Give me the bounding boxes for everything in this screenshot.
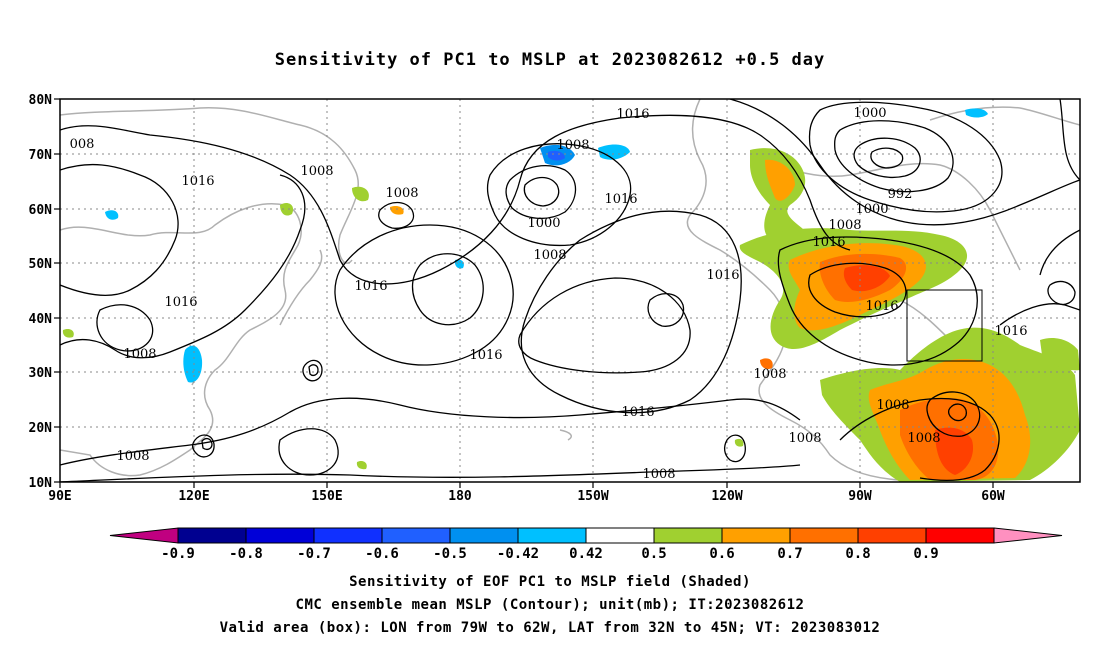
caption-line-3: Valid area (box): LON from 79W to 62W, L… bbox=[219, 620, 881, 636]
colorbar-segment bbox=[721, 527, 791, 544]
contour-label: 1008 bbox=[753, 367, 786, 382]
colorbar-tick-label: -0.5 bbox=[433, 546, 467, 562]
colorbar-tick-label: -0.8 bbox=[229, 546, 263, 562]
lat-label: 60N bbox=[29, 203, 53, 218]
contour-labels: 1016 1008 008 1016 1008 1008 1016 1000 1… bbox=[70, 106, 1028, 482]
lat-label: 20N bbox=[29, 421, 53, 436]
lon-label: 120W bbox=[711, 489, 742, 504]
contour-label: 1016 bbox=[164, 295, 197, 310]
colorbar-tick-label: 0.5 bbox=[641, 546, 666, 562]
axis-ticks bbox=[54, 98, 994, 488]
lon-label: 120E bbox=[178, 489, 209, 504]
colorbar-tick-label: -0.6 bbox=[365, 546, 399, 562]
colorbar-segment bbox=[585, 527, 655, 544]
colorbar-segment bbox=[857, 527, 927, 544]
colorbar-segment bbox=[313, 527, 383, 544]
contour-label: 1016 bbox=[865, 299, 898, 314]
colorbar-tick-label: 0.7 bbox=[777, 546, 802, 562]
lat-label: 30N bbox=[29, 366, 53, 381]
lon-label: 180 bbox=[448, 489, 472, 504]
contour-label: 1000 bbox=[853, 106, 886, 121]
colorbar-segment bbox=[449, 527, 519, 544]
map-title: Sensitivity of PC1 to MSLP at 2023082612… bbox=[274, 50, 826, 70]
contour-label: 1008 bbox=[788, 431, 821, 446]
caption-line-1: Sensitivity of EOF PC1 to MSLP field (Sh… bbox=[349, 574, 751, 590]
contour-label: 1016 bbox=[812, 235, 845, 250]
contour-label: 1016 bbox=[616, 107, 649, 122]
contour-label: 1016 bbox=[994, 324, 1027, 339]
lat-label: 50N bbox=[29, 257, 53, 272]
contour-label: 1016 bbox=[621, 405, 654, 420]
contour-label: 1016 bbox=[469, 348, 502, 363]
contour-label: 1016 bbox=[354, 279, 387, 294]
contour-label: 1000 bbox=[527, 216, 560, 231]
colorbar-segment bbox=[245, 527, 315, 544]
colorbar-segment bbox=[789, 527, 859, 544]
contour-label: 1008 bbox=[533, 248, 566, 263]
lon-label: 90W bbox=[848, 489, 872, 504]
colorbar-tick-label: 0.6 bbox=[709, 546, 734, 562]
colorbar-tick-label: 0.9 bbox=[913, 546, 938, 562]
contour-label: 1008 bbox=[556, 138, 589, 153]
caption-line-2: CMC ensemble mean MSLP (Contour); unit(m… bbox=[295, 597, 805, 613]
lat-label: 10N bbox=[29, 476, 53, 491]
colorbar-low-triangle bbox=[109, 527, 179, 544]
contour-label: 008 bbox=[70, 137, 95, 152]
lon-label: 150W bbox=[577, 489, 608, 504]
contour-label: 1008 bbox=[876, 398, 909, 413]
contour-label: 1016 bbox=[604, 192, 637, 207]
lat-label: 70N bbox=[29, 148, 53, 163]
colorbar-segment bbox=[177, 527, 247, 544]
mslp-contours bbox=[60, 99, 1080, 482]
contour-label: 1016 bbox=[706, 268, 739, 283]
contour-label: 1008 bbox=[123, 347, 156, 362]
colorbar-segment bbox=[653, 527, 723, 544]
map-plot-area bbox=[60, 99, 1080, 482]
colorbar-tick-label: 0.8 bbox=[845, 546, 870, 562]
lat-label: 40N bbox=[29, 312, 53, 327]
contour-label: 1008 bbox=[116, 449, 149, 464]
contour-label: 1008 bbox=[385, 186, 418, 201]
colorbar-tick-label: -0.9 bbox=[161, 546, 195, 562]
lat-label: 80N bbox=[29, 93, 53, 108]
contour-label: 1000 bbox=[855, 202, 888, 217]
colorbar-tick-label: 0.42 bbox=[569, 546, 603, 562]
contour-label: 1008 bbox=[300, 164, 333, 179]
colorbar-high-triangle bbox=[993, 527, 1063, 544]
contour-label: 1008 bbox=[907, 431, 940, 446]
lon-label: 150E bbox=[311, 489, 342, 504]
latitude-labels: 80N 70N 60N 50N 40N 30N 20N 10N bbox=[29, 93, 53, 491]
contour-label: 1008 bbox=[828, 218, 861, 233]
lon-label: 60W bbox=[981, 489, 1005, 504]
colorbar-segment bbox=[925, 527, 995, 544]
colorbar-segment bbox=[381, 527, 451, 544]
contour-label: 1016 bbox=[181, 174, 214, 189]
plot-frame bbox=[59, 98, 1081, 483]
contour-label: 992 bbox=[888, 187, 913, 202]
lon-label: 90E bbox=[48, 489, 71, 504]
colorbar-tick-label: -0.42 bbox=[497, 546, 539, 562]
colorbar: -0.9 -0.8 -0.7 -0.6 -0.5 -0.42 0.42 0.5 0.6 0.7 0.… bbox=[109, 527, 1063, 562]
valid-area-box bbox=[906, 289, 983, 362]
colorbar-segment bbox=[517, 527, 587, 544]
colorbar-tick-label: -0.7 bbox=[297, 546, 331, 562]
contour-label: 1008 bbox=[642, 467, 675, 482]
longitude-labels: 90E 120E 150E 180 150W 120W 90W 60W bbox=[48, 489, 1005, 504]
